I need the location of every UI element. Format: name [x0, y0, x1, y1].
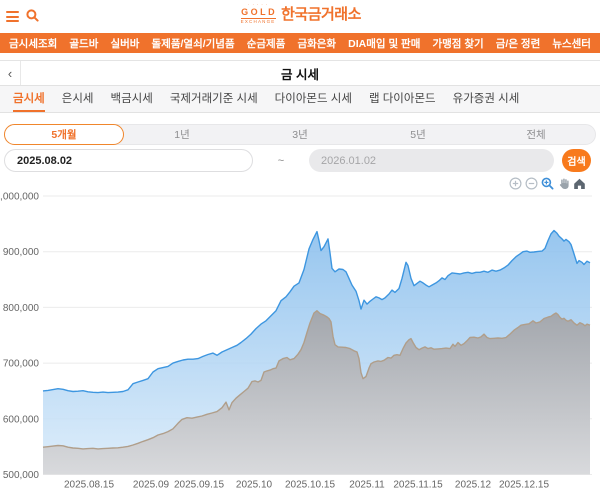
nav-item[interactable]: 실버바 — [110, 37, 140, 50]
zoom-select-icon[interactable] — [541, 177, 554, 190]
x-axis-label: 2025.09.15 — [174, 480, 224, 491]
main-nav: 금시세조회 골드바 실버바 돌제품/열쇠/기념품 순금제품 금화은화 DIA매입 및 판매 가… — [0, 33, 600, 53]
start-date-input[interactable] — [4, 149, 253, 172]
zoom-out-icon[interactable] — [525, 177, 538, 190]
nav-item[interactable]: 금화은화 — [297, 37, 337, 50]
logo[interactable]: · · · · · GOLD EXCHANGE 한국금거래소 — [0, 3, 600, 25]
chart-toolbox — [0, 176, 600, 191]
period-option[interactable]: 전체 — [526, 129, 546, 141]
x-axis-label: 2025.11 — [349, 480, 385, 491]
back-chevron-icon: ‹ — [7, 65, 13, 81]
search-icon[interactable] — [26, 9, 39, 22]
nav-item[interactable]: 가맹점 찾기 — [432, 37, 484, 50]
nav-item[interactable]: 순금제품 — [246, 37, 286, 50]
series-lower-gray-line — [42, 309, 591, 450]
hamburger-menu-icon[interactable] — [6, 11, 19, 22]
tab-item[interactable]: 다이아몬드 시세 — [274, 93, 352, 105]
tab-item[interactable]: 은시세 — [61, 93, 94, 105]
period-option[interactable]: 1년 — [174, 129, 190, 141]
header-divider — [0, 53, 600, 61]
nav-item[interactable]: 뉴스센터 — [552, 37, 591, 50]
y-axis-label: 500,000 — [3, 470, 40, 481]
series-upper-blue-line — [42, 229, 591, 394]
top-bar: · · · · · GOLD EXCHANGE 한국금거래소 — [0, 0, 600, 33]
nav-item[interactable]: 골드바 — [69, 37, 99, 50]
price-tab-bar: 금시세 은시세 백금시세 국제거래기준 시세 다이아몬드 시세 랩 다이아몬드 유가증권 시… — [0, 86, 600, 113]
date-range-separator: ~ — [277, 154, 285, 167]
chart-canvas[interactable]: 1,000,000 900,000 800,000 700,000 600,000 500… — [0, 191, 600, 500]
x-axis-label: 2025.11.15 — [393, 480, 443, 491]
page-title: 금 시세 — [281, 67, 319, 82]
tab-active[interactable]: 금시세 — [13, 86, 45, 112]
tab-item[interactable]: 국제거래기준 시세 — [169, 93, 258, 105]
back-button[interactable]: ‹ — [0, 61, 21, 85]
x-axis-label: 2025.08.15 — [64, 480, 114, 491]
y-axis-label: 1,000,000 — [0, 192, 39, 203]
pan-hand-icon[interactable] — [557, 177, 570, 190]
x-axis-label: 2025.09 — [133, 480, 170, 491]
x-axis-label: 2025.12.15 — [499, 480, 549, 491]
period-option[interactable]: 5년 — [410, 129, 426, 141]
nav-item[interactable]: 금시세조회 — [9, 37, 58, 50]
y-axis-label: 600,000 — [3, 414, 40, 425]
nav-item[interactable]: 돌제품/열쇠/기념품 — [151, 37, 235, 50]
end-date-input[interactable] — [309, 149, 554, 172]
period-selector: 5개월 1년 3년 5년 전체 — [4, 124, 596, 145]
tab-item[interactable]: 백금시세 — [110, 93, 153, 105]
period-option[interactable]: 5개월 — [4, 124, 124, 145]
logo-exchange-text: EXCHANGE — [240, 18, 276, 24]
logo-mark-icon: · · · · · GOLD EXCHANGE — [240, 2, 278, 24]
period-option[interactable]: 3년 — [292, 129, 308, 141]
y-axis-label: 800,000 — [3, 303, 40, 314]
title-bar: ‹ 금 시세 — [0, 61, 600, 86]
home-icon[interactable] — [573, 177, 586, 190]
x-axis-label: 2025.12 — [455, 480, 492, 491]
nav-item[interactable]: 금/은 정련 — [495, 37, 541, 50]
search-button[interactable]: 검색 — [562, 149, 591, 172]
logo-gold-text: GOLD — [241, 7, 278, 17]
series-lower-gray-area — [43, 310, 590, 475]
y-axis-label: 900,000 — [3, 247, 40, 258]
tab-item[interactable]: 랩 다이아몬드 — [368, 93, 436, 105]
date-search-row: ~ 검색 — [4, 149, 596, 172]
brand-name: 한국금거래소 — [281, 6, 361, 24]
x-axis-label: 2025.10.15 — [285, 480, 335, 491]
x-axis-label: 2025.10 — [236, 480, 273, 491]
nav-item[interactable]: DIA매입 및 판매 — [348, 37, 421, 50]
zoom-in-icon[interactable] — [509, 177, 522, 190]
y-axis-label: 700,000 — [3, 359, 40, 370]
price-chart[interactable]: 1,000,000 900,000 800,000 700,000 600,000 500… — [0, 191, 600, 500]
tab-item[interactable]: 유가증권 시세 — [452, 93, 520, 105]
